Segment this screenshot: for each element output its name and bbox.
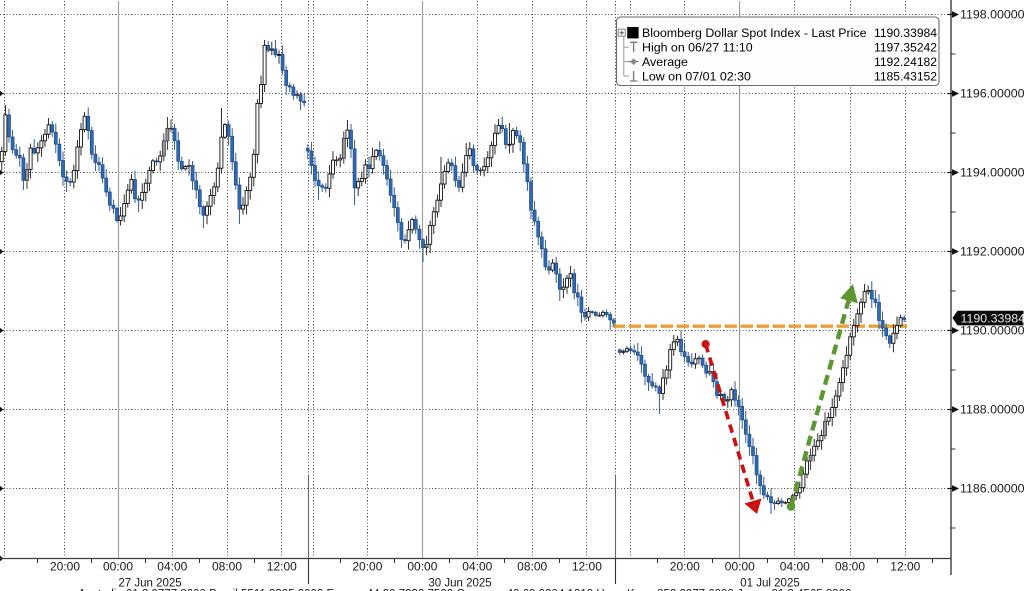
svg-text:1190.33984: 1190.33984	[961, 312, 1024, 326]
svg-text:20:00: 20:00	[352, 560, 382, 574]
svg-text:00:00: 00:00	[725, 560, 755, 574]
svg-text:1192.00000: 1192.00000	[960, 245, 1024, 259]
svg-text:Bloomberg Dollar Spot Index -: Bloomberg Dollar Spot Index - Last Price	[642, 26, 867, 40]
svg-text:00:00: 00:00	[103, 560, 133, 574]
svg-text:08:00: 08:00	[212, 560, 242, 574]
svg-text:20:00: 20:00	[50, 560, 80, 574]
svg-text:1188.00000: 1188.00000	[960, 403, 1024, 417]
svg-text:1197.35242: 1197.35242	[874, 40, 937, 54]
svg-text:1196.00000: 1196.00000	[960, 87, 1024, 101]
svg-text:04:00: 04:00	[157, 560, 187, 574]
svg-text:1192.24182: 1192.24182	[874, 55, 937, 69]
svg-text:00:00: 00:00	[407, 560, 437, 574]
svg-text:Australia 61 2 9777 8600 Brazi: Australia 61 2 9777 8600 Brazil 5511 239…	[78, 589, 851, 591]
svg-text:Average: Average	[642, 55, 688, 69]
svg-text:12:00: 12:00	[890, 560, 920, 574]
svg-text:04:00: 04:00	[780, 560, 810, 574]
svg-text:04:00: 04:00	[462, 560, 492, 574]
svg-text:20:00: 20:00	[670, 560, 700, 574]
svg-text:1190.33984: 1190.33984	[874, 26, 937, 40]
svg-text:12:00: 12:00	[572, 560, 602, 574]
svg-text:01 Jul 2025: 01 Jul 2025	[740, 578, 799, 590]
svg-text:27 Jun 2025: 27 Jun 2025	[118, 578, 181, 590]
svg-text:08:00: 08:00	[835, 560, 865, 574]
svg-text:Low on 07/01 02:30: Low on 07/01 02:30	[642, 69, 751, 83]
svg-text:30 Jun 2025: 30 Jun 2025	[428, 578, 491, 590]
svg-text:12:00: 12:00	[267, 560, 297, 574]
svg-text:1186.00000: 1186.00000	[960, 482, 1024, 496]
svg-text:08:00: 08:00	[517, 560, 547, 574]
svg-text:High on 06/27 11:10: High on 06/27 11:10	[642, 40, 753, 54]
svg-text:1185.43152: 1185.43152	[874, 69, 937, 83]
svg-text:1198.00000: 1198.00000	[960, 8, 1024, 22]
svg-text:1190.00000: 1190.00000	[960, 324, 1024, 338]
svg-text:1194.00000: 1194.00000	[960, 166, 1024, 180]
